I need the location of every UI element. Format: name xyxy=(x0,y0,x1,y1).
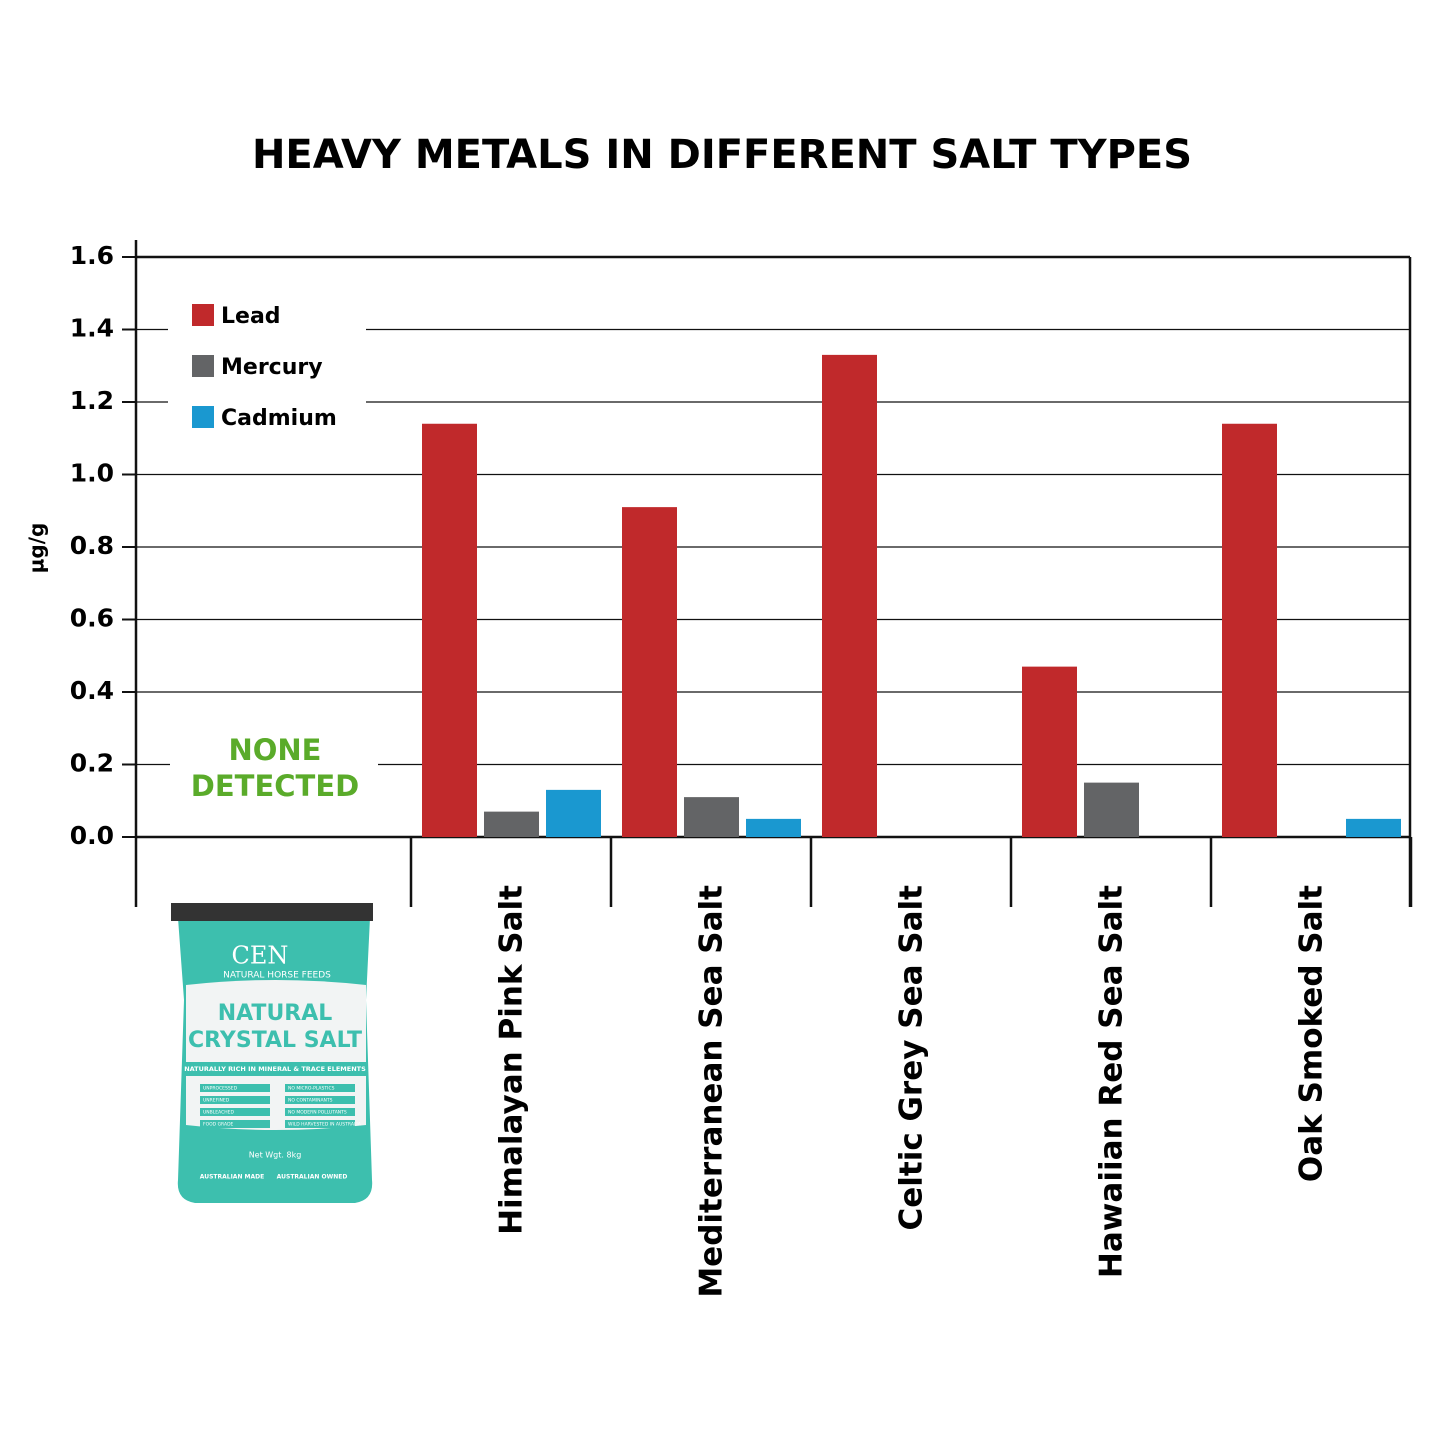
feature-bar xyxy=(200,1108,270,1116)
bar xyxy=(546,789,601,837)
y-tick-label: 1.4 xyxy=(70,314,114,343)
y-tick-label: 0.0 xyxy=(70,821,114,850)
bar xyxy=(684,797,739,837)
y-tick-label: 0.4 xyxy=(70,676,114,705)
x-tick-label: Celtic Grey Sea Salt xyxy=(894,885,930,1231)
bag-seal xyxy=(171,903,373,921)
annotation: NONE DETECTED xyxy=(191,733,359,803)
bar xyxy=(822,354,877,837)
claim-band xyxy=(186,1062,366,1076)
product-feature: FOOD GRADE xyxy=(203,1122,234,1128)
product-feature: WILD HARVESTED IN AUSTRALIA xyxy=(288,1122,362,1128)
grid: 0.0 0.2 0.4 0.6 0.8 1.0 1.2 1.4 1.6 NONE DETECTED H… xyxy=(70,240,1413,1298)
y-tick-label: 0.6 xyxy=(70,604,114,633)
legend-label: Cadmium xyxy=(221,406,337,431)
bar xyxy=(1222,423,1277,837)
product-weight: Net Wgt. 8kg xyxy=(249,1151,302,1160)
product-owned: AUSTRALIAN OWNED xyxy=(277,1174,348,1181)
feature-bar xyxy=(200,1120,270,1128)
bars xyxy=(422,354,1401,837)
bar xyxy=(746,818,801,837)
x-tick-label: Oak Smoked Salt xyxy=(1294,885,1330,1182)
y-tick-label: 1.6 xyxy=(70,241,114,270)
bar xyxy=(622,507,677,837)
x-tick-label: Hawaiian Red Sea Salt xyxy=(1094,885,1130,1278)
chart-title: HEAVY METALS IN DIFFERENT SALT TYPES xyxy=(252,132,1192,178)
legend-swatch xyxy=(192,406,214,428)
feature-bar xyxy=(285,1096,355,1104)
feature-bar xyxy=(285,1120,355,1128)
product-made: AUSTRALIAN MADE xyxy=(200,1174,265,1181)
y-tick-label: 1.2 xyxy=(70,386,114,415)
bar xyxy=(484,811,539,837)
x-tick-label: Himalayan Pink Salt xyxy=(494,885,530,1235)
bar xyxy=(422,423,477,837)
product-feature: NO MODERN POLLUTANTS xyxy=(288,1110,347,1116)
y-axis-label: µg/g xyxy=(25,523,49,574)
y-tick-label: 0.2 xyxy=(70,749,114,778)
bar xyxy=(1022,666,1077,837)
feature-bar xyxy=(200,1096,270,1104)
legend: Lead Mercury Cadmium xyxy=(168,290,366,432)
annotation-box xyxy=(170,732,378,807)
product-feature: UNREFINED xyxy=(203,1098,230,1104)
y-tick-label: 1.0 xyxy=(70,459,114,488)
legend-swatch xyxy=(192,304,214,326)
feature-bar xyxy=(200,1084,270,1092)
product-feature: UNBLEACHED xyxy=(203,1110,234,1116)
product-name: NATURAL xyxy=(218,1001,333,1026)
y-tick-label: 0.8 xyxy=(70,531,114,560)
product-name: CRYSTAL SALT xyxy=(188,1028,362,1053)
product-feature: NO MICRO-PLASTICS xyxy=(288,1086,335,1092)
legend-swatch xyxy=(192,355,214,377)
product-feature: NO CONTAMINANTS xyxy=(288,1098,333,1104)
product-claim: NATURALLY RICH IN MINERAL & TRACE ELEMEN… xyxy=(184,1065,366,1073)
legend-label: Mercury xyxy=(221,355,323,380)
product-brand: CEN xyxy=(232,942,289,970)
bar xyxy=(1346,818,1401,837)
x-tick-label: Mediterranean Sea Salt xyxy=(694,885,730,1298)
product-feature: UNPROCESSED xyxy=(203,1086,238,1092)
feature-bar xyxy=(285,1084,355,1092)
feature-bar xyxy=(285,1108,355,1116)
product-tagline: NATURAL HORSE FEEDS xyxy=(223,971,331,981)
legend-label: Lead xyxy=(221,304,281,329)
bag-panel xyxy=(186,980,366,1130)
bar xyxy=(1084,782,1139,837)
